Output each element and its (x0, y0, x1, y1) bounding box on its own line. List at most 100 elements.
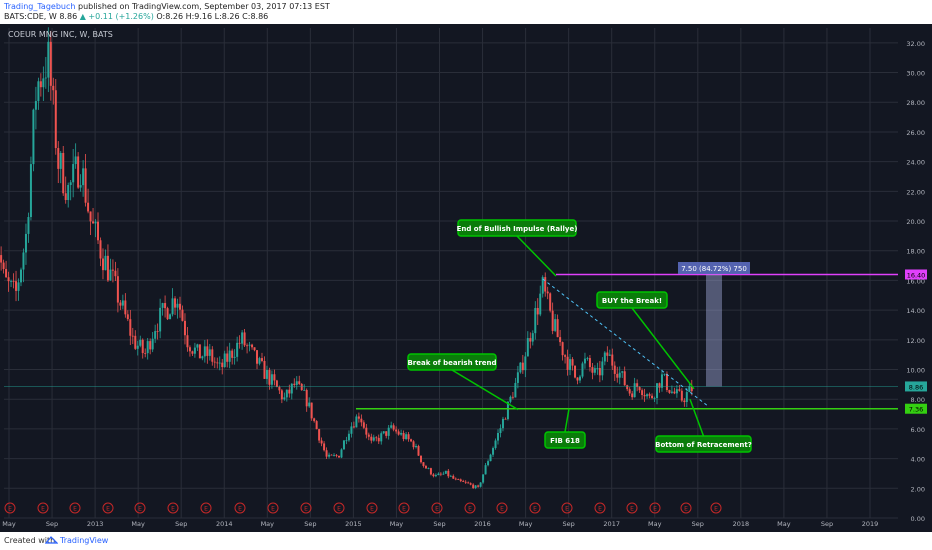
candle-body (228, 350, 231, 362)
price-chart[interactable]: 32.00 30.00 28.00 26.00 24.00 22.00 20.00 18.00… (0, 24, 932, 532)
candle-body (685, 392, 688, 403)
candle-body (606, 352, 609, 356)
candle-body (506, 401, 509, 420)
candle-body (581, 363, 584, 377)
candle-body (524, 356, 527, 371)
candle-body (648, 394, 651, 396)
candle-body (300, 383, 303, 391)
candle-body (233, 356, 236, 358)
candle-body (526, 338, 529, 357)
candle-body (174, 298, 177, 308)
candle-body (54, 90, 57, 149)
x-tick-label: May (131, 520, 145, 528)
chart-area[interactable]: 32.00 30.00 28.00 26.00 24.00 22.00 20.00 18.00… (0, 24, 932, 532)
candle-body (578, 376, 581, 381)
candle-body (246, 345, 249, 347)
candle-body (97, 221, 100, 241)
candle-body (248, 344, 251, 346)
candle-body (99, 240, 102, 259)
candle-body (226, 353, 229, 362)
annotation-box (457, 219, 577, 237)
candle-body (636, 383, 639, 388)
footer: Created with TradingView (0, 532, 932, 550)
candle-body (273, 374, 276, 381)
candle-body (663, 373, 666, 375)
candle-body (675, 389, 678, 394)
tradingview-brand[interactable]: TradingView (60, 536, 109, 545)
x-tick-label: May (2, 520, 16, 528)
candle-body (410, 439, 413, 442)
candle-body (253, 347, 256, 351)
candle-body (516, 372, 519, 383)
candle-body (146, 341, 149, 354)
candle-body (556, 319, 559, 338)
candle-body (439, 473, 442, 475)
x-tick-label: 2015 (345, 520, 362, 528)
earnings-marker-label: E (271, 506, 275, 513)
candle-body (477, 485, 480, 487)
candle-body (601, 361, 604, 376)
candle-body (29, 164, 32, 218)
candle-body (268, 370, 271, 385)
candle-body (511, 396, 514, 398)
candle-body (7, 277, 10, 282)
candle-body (104, 255, 107, 271)
candle-body (338, 455, 341, 458)
annotation-box (544, 431, 586, 449)
candle-body (360, 418, 363, 423)
candle-body (144, 353, 147, 354)
candle-body (263, 360, 266, 379)
annotation-callout: Break of bearish trend (407, 353, 519, 411)
candle-body (345, 440, 348, 442)
candle-body (342, 440, 345, 450)
earnings-marker (431, 502, 443, 514)
candle-body (564, 355, 567, 357)
candle-body (24, 233, 27, 253)
price-tag-label: 7.36 (909, 406, 923, 414)
candle-body (536, 308, 539, 315)
y-tick-label: 30.00 (906, 70, 925, 78)
candle-body (308, 402, 311, 407)
x-tick-label: 2013 (87, 520, 104, 528)
candle-body (469, 483, 472, 485)
candle-body (382, 431, 385, 434)
candle-body (295, 381, 298, 385)
y-tick-label: 8.00 (911, 396, 925, 404)
author-link[interactable]: Trading_Tagebuch (4, 2, 76, 11)
candle-body (571, 359, 574, 366)
candle-body (154, 331, 157, 339)
annotation-pointer (689, 398, 705, 437)
price-tag-label: 8.86 (909, 383, 923, 391)
candle-body (37, 81, 40, 102)
earnings-marker-label: E (598, 506, 602, 513)
price-tag-label: 16.40 (907, 271, 926, 279)
candle-body (318, 429, 321, 441)
annotation-box (407, 353, 497, 371)
earnings-marker (561, 502, 573, 514)
candle-body (27, 217, 30, 234)
candle-body (251, 344, 254, 348)
candle-body (529, 338, 532, 342)
y-tick-label: 6.00 (911, 426, 925, 434)
candle-body (69, 182, 72, 185)
candle-body (660, 374, 663, 388)
candle-body (191, 351, 194, 354)
earnings-marker (4, 502, 16, 514)
annotation-callout: End of Bullish Impulse (Rallye) (457, 219, 577, 277)
x-tick-label: Sep (563, 520, 575, 528)
x-tick-label: 2016 (474, 520, 491, 528)
candle-body (422, 462, 425, 466)
candle-body (501, 418, 504, 429)
earnings-marker (464, 502, 476, 514)
candle-body (34, 101, 37, 110)
y-tick-label: 26.00 (906, 129, 925, 137)
candle-body (462, 481, 465, 482)
y-tick-label: 14.00 (906, 307, 925, 315)
candle-body (350, 426, 353, 434)
candle-body (569, 359, 572, 370)
earnings-marker (496, 502, 508, 514)
y-tick-label: 4.00 (911, 456, 925, 464)
created-with-label: Created with (4, 536, 56, 545)
candle-body (32, 109, 35, 165)
candle-body (320, 440, 323, 444)
